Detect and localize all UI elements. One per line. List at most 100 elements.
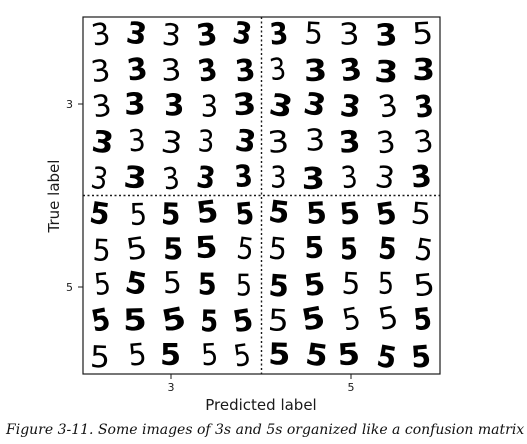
digit-image: 5 xyxy=(163,232,184,267)
digit-image: 5 xyxy=(198,266,217,302)
digit-image: 5 xyxy=(412,231,435,269)
digit-image: 5 xyxy=(163,266,182,301)
digit-image: 5 xyxy=(236,267,252,303)
digit-image: 5 xyxy=(305,196,328,232)
digit-image: 3 xyxy=(90,88,114,125)
digit-image: 3 xyxy=(233,123,258,161)
digit-image: 5 xyxy=(124,231,150,268)
digit-image: 3 xyxy=(230,15,254,52)
digit-image: 5 xyxy=(340,231,359,267)
digit-image: 3 xyxy=(194,17,219,54)
y-tick-label-3: 3 xyxy=(66,98,73,111)
digit-image: 5 xyxy=(122,265,149,303)
y-axis-label: True label xyxy=(45,160,63,234)
digit-image: 5 xyxy=(194,230,218,266)
digit-image: 5 xyxy=(303,337,330,375)
digit-image: 5 xyxy=(304,16,324,51)
digit-image: 5 xyxy=(194,194,220,231)
digit-image: 3 xyxy=(197,124,215,160)
digit-image: 5 xyxy=(412,266,437,304)
digit-image: 5 xyxy=(410,196,433,232)
confusion-image-grid: 3 3 3 3 33 3 3 3 33 3 3 3 33 3 3 3 33 3 3 3 33 5 3 3 53 3 3 3 33 3 3 3 3… xyxy=(45,15,441,414)
digit-image: 3 xyxy=(200,88,218,124)
digit-image: 3 xyxy=(301,86,329,124)
digit-image: 5 xyxy=(160,338,181,373)
digit-image: 3 xyxy=(90,125,116,162)
digit-image: 5 xyxy=(159,300,189,339)
cell-true-3-pred-3: 3 3 3 3 33 3 3 3 33 3 3 3 33 3 3 3 33 3 3 3 3 xyxy=(89,15,259,197)
digit-image: 3 xyxy=(123,87,146,122)
digit-image: 5 xyxy=(410,339,433,375)
digit-image: 3 xyxy=(267,87,296,125)
x-tick-label-3: 3 xyxy=(168,381,175,394)
digit-image: 3 xyxy=(338,125,362,161)
digit-image: 5 xyxy=(302,267,328,304)
digit-image: 3 xyxy=(127,122,147,159)
digit-image: 5 xyxy=(341,266,361,302)
digit-image: 5 xyxy=(235,230,257,267)
cell-true-3-pred-5: 3 5 3 3 53 3 3 3 33 3 3 3 33 3 3 3 33 3 3 3 3 xyxy=(266,16,436,197)
digit-image: 5 xyxy=(304,230,324,265)
digit-image: 5 xyxy=(299,301,328,339)
digit-image: 3 xyxy=(409,159,433,196)
digit-image: 3 xyxy=(338,88,362,125)
digit-cells: 3 3 3 3 33 3 3 3 33 3 3 3 33 3 3 3 33 3 3 3 33 5 3 3 53 3 3 3 33 3 3 3 3… xyxy=(87,15,436,376)
figure-caption: Figure 3-11. Some images of 3s and 5s or… xyxy=(6,422,525,438)
digit-image: 5 xyxy=(377,231,398,267)
digit-image: 3 xyxy=(337,51,364,89)
digit-image: 3 xyxy=(303,52,328,89)
x-tick-label-5: 5 xyxy=(348,381,355,394)
digit-image: 3 xyxy=(232,87,258,123)
digit-image: 3 xyxy=(301,160,325,196)
cell-true-5-pred-3: 5 5 5 5 55 5 5 5 55 5 5 5 55 5 5 5 55 5 5 5 5 xyxy=(87,194,256,375)
digit-image: 3 xyxy=(375,124,398,161)
digit-image: 5 xyxy=(92,233,112,269)
digit-image: 3 xyxy=(160,53,183,89)
digit-image: 5 xyxy=(267,231,289,267)
digit-image: 5 xyxy=(336,337,361,373)
digit-image: 3 xyxy=(195,51,220,89)
digit-image: 3 xyxy=(195,159,218,196)
digit-image: 3 xyxy=(374,18,398,54)
digit-image: 3 xyxy=(338,17,360,52)
digit-image: 3 xyxy=(122,160,148,196)
digit-image: 3 xyxy=(412,53,435,87)
digit-image: 3 xyxy=(89,54,112,91)
digit-image: 5 xyxy=(374,195,400,233)
digit-image: 3 xyxy=(161,160,182,197)
digit-image: 3 xyxy=(89,16,113,54)
digit-image: 3 xyxy=(125,51,150,89)
digit-image: 5 xyxy=(92,266,112,303)
digit-image: 3 xyxy=(233,158,254,195)
digit-image: 5 xyxy=(200,337,219,373)
digit-image: 3 xyxy=(413,88,436,125)
digit-image: 3 xyxy=(270,160,287,195)
digit-image: 5 xyxy=(339,300,363,338)
digit-image: 5 xyxy=(88,301,113,339)
digit-image: 5 xyxy=(230,302,256,340)
digit-image: 5 xyxy=(268,268,291,304)
digit-image: 3 xyxy=(376,88,401,126)
digit-image: 5 xyxy=(129,196,148,232)
digit-image: 3 xyxy=(266,124,290,161)
digit-image: 5 xyxy=(123,302,148,338)
digit-image: 3 xyxy=(267,51,288,88)
digit-image: 5 xyxy=(127,336,148,372)
digit-image: 3 xyxy=(339,159,359,196)
digit-image: 3 xyxy=(373,53,399,90)
digit-image: 5 xyxy=(412,301,434,338)
digit-image: 5 xyxy=(267,194,292,231)
digit-image: 3 xyxy=(412,123,436,161)
digit-image: 3 xyxy=(161,18,182,54)
cell-true-5-pred-5: 5 5 5 5 55 5 5 5 55 5 5 5 55 5 5 5 55 5 5 5 5 xyxy=(267,194,437,376)
digit-image: 5 xyxy=(200,303,219,339)
digit-image: 5 xyxy=(378,266,394,302)
digit-image: 5 xyxy=(267,303,290,338)
x-axis-label: Predicted label xyxy=(205,396,316,414)
digit-image: 3 xyxy=(304,123,326,159)
digit-image: 5 xyxy=(374,338,399,376)
digit-image: 5 xyxy=(376,300,401,338)
digit-image: 5 xyxy=(268,337,291,372)
digit-image: 5 xyxy=(234,196,255,232)
